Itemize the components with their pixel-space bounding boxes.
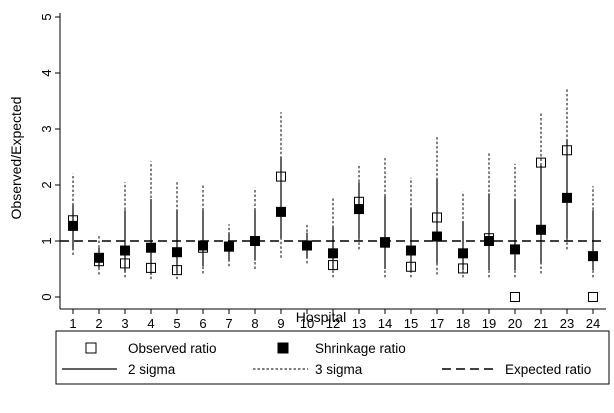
shrinkage-ratio-point [458, 248, 468, 259]
x-tick-label: 9 [277, 316, 284, 331]
observed-ratio-point [198, 242, 208, 253]
observed-ratio-point [146, 262, 156, 273]
x-tick-label: 23 [560, 316, 574, 331]
observed-ratio-point [458, 263, 468, 274]
x-axis-title: Hospital [296, 309, 347, 325]
observed-ratio-point [172, 265, 182, 276]
observed-ratio-point [276, 171, 286, 182]
x-tick-label: 24 [586, 316, 600, 331]
x-tick-label: 8 [251, 316, 258, 331]
legend-box [55, 330, 610, 385]
observed-ratio-point [536, 157, 546, 168]
shrinkage-ratio-point [94, 252, 104, 263]
x-tick-label: 1 [69, 316, 76, 331]
legend-label: 3 sigma [315, 362, 363, 377]
x-tick-label: 10 [300, 316, 314, 331]
shrinkage-ratio-point [380, 237, 390, 248]
observed-ratio-point [510, 292, 520, 302]
observed-ratio-point [120, 258, 130, 269]
shrinkage-ratio-point [276, 206, 286, 217]
observed-ratio-point [484, 233, 494, 244]
legend-label: Observed ratio [128, 341, 217, 356]
shrinkage-ratio-point [198, 240, 208, 251]
shrinkage-ratio-point [510, 244, 520, 255]
x-tick-label: 12 [326, 316, 340, 331]
y-tick-label: 0 [39, 293, 54, 300]
y-tick-label: 3 [39, 125, 54, 132]
x-tick-label: 17 [430, 316, 444, 331]
x-tick-label: 14 [378, 316, 392, 331]
observed-ratio-point [68, 215, 78, 226]
x-tick-label: 2 [95, 316, 102, 331]
y-tick-label: 5 [39, 13, 54, 20]
x-tick-label: 13 [352, 316, 366, 331]
x-tick-label: 18 [456, 316, 470, 331]
observed-ratio-point [432, 212, 442, 223]
observed-ratio-point [224, 241, 234, 252]
legend-label: 2 sigma [128, 362, 176, 377]
shrinkage-ratio-point [406, 245, 416, 256]
shrinkage-ratio-point [484, 236, 494, 246]
x-tick-label: 20 [508, 316, 522, 331]
observed-ratio-point [380, 237, 390, 248]
shrinkage-ratio-point [224, 241, 234, 252]
x-tick-label: 3 [121, 316, 128, 331]
x-tick-label: 7 [225, 316, 232, 331]
shrinkage-ratio-point [146, 242, 156, 253]
legend-shrinkage-symbol [277, 342, 289, 354]
shrinkage-ratio-point [536, 224, 546, 235]
observed-ratio-point [588, 292, 598, 302]
observed-ratio-point [302, 240, 312, 251]
shrinkage-ratio-point [588, 251, 598, 262]
x-tick-label: 5 [173, 316, 180, 331]
observed-ratio-point [354, 196, 364, 207]
shrinkage-ratio-point [562, 192, 572, 203]
observed-ratio-point [406, 261, 416, 272]
shrinkage-ratio-point [354, 204, 364, 215]
legend-label: Shrinkage ratio [315, 341, 406, 356]
x-tick-label: 15 [404, 316, 418, 331]
x-tick-label: 21 [534, 316, 548, 331]
y-tick-label: 1 [39, 237, 54, 244]
shrinkage-ratio-point [120, 245, 130, 256]
observed-ratio-point [562, 145, 572, 156]
observed-ratio-point [94, 256, 104, 267]
shrinkage-ratio-point [250, 236, 260, 246]
shrinkage-ratio-point [302, 240, 312, 251]
y-tick-label: 2 [39, 181, 54, 188]
x-tick-label: 6 [199, 316, 206, 331]
legend-label: Expected ratio [505, 362, 591, 377]
y-axis-title: Observed/Expected [8, 97, 24, 220]
legend-observed-symbol [85, 342, 97, 354]
observed-ratio-point [250, 236, 260, 246]
y-tick-label: 4 [39, 69, 54, 76]
observed-ratio-point [328, 260, 338, 271]
shrinkage-ratio-point [432, 231, 442, 242]
legend: Observed ratio Shrinkage ratio 2 sigma 3 si… [55, 330, 610, 385]
shrinkage-ratio-point [172, 247, 182, 258]
x-tick-label: 19 [482, 316, 496, 331]
shrinkage-ratio-point [328, 248, 338, 259]
shrinkage-ratio-point [68, 220, 78, 231]
x-tick-label: 4 [147, 316, 154, 331]
